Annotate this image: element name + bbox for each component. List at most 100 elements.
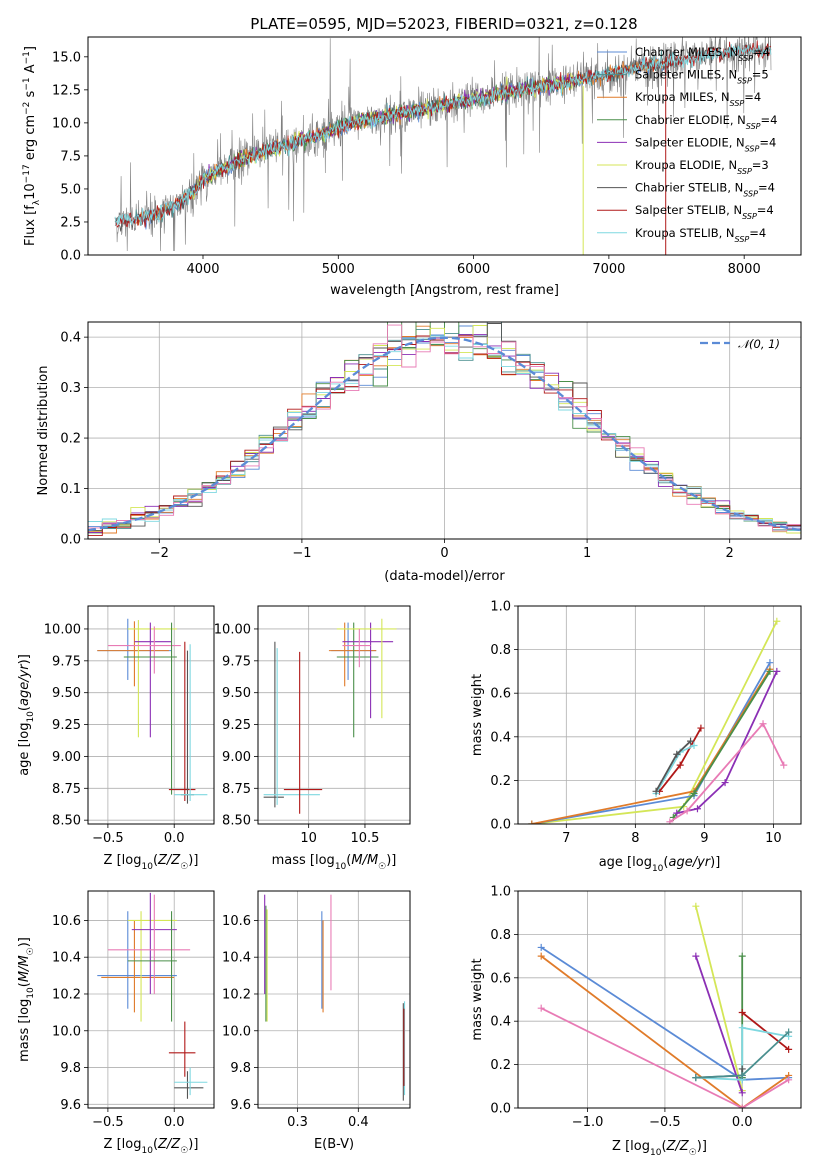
weight-line — [658, 727, 702, 792]
z-mass-ylabel: mass [log10(M/M☉)] — [17, 937, 36, 1062]
errorbar-point-7 — [174, 1071, 204, 1099]
weight-series-3 — [669, 667, 774, 821]
z-mass-ytick-label: 10.0 — [52, 1024, 81, 1039]
weight-series-5 — [666, 720, 788, 824]
weight-marker — [690, 789, 698, 797]
errorbar-point-5 — [127, 911, 177, 1022]
spec-ytick-label: 10.0 — [52, 116, 81, 131]
weight-marker — [785, 1045, 793, 1053]
age-weight-xtick-label: 9 — [700, 831, 708, 846]
weight-marker — [528, 820, 536, 824]
weight-marker — [721, 779, 729, 787]
z-age-xtick-label: −0.5 — [92, 831, 124, 846]
res-ytick-label: 0.4 — [60, 331, 81, 346]
legend-entry-1: Salpeter MILES, NSSP=5 — [635, 68, 769, 86]
res-ytick-label: 0.3 — [60, 381, 81, 396]
res-xtick-label: 1 — [583, 546, 591, 561]
weight-series-1 — [537, 952, 793, 1108]
errorbar-point-7 — [336, 618, 397, 719]
legend-entry-0: Chabrier MILES, NSSP=4 — [635, 45, 770, 63]
spec-xtick-label: 8000 — [728, 262, 761, 277]
z-mass-ytick-label: 10.6 — [52, 914, 81, 929]
weight-marker — [738, 1089, 746, 1097]
spec-ytick-label: 5.0 — [60, 182, 81, 197]
z-mass-ytick-label: 10.4 — [52, 951, 81, 966]
z-age-ytick-label: 8.75 — [52, 782, 81, 797]
age-weight-ytick-label: 0.2 — [490, 774, 511, 789]
z-weight-panel: −1.0 −0.5 0.0 0.0 0.2 0.4 0.6 0.8 1.0 Z [log10(Z/… — [470, 885, 802, 1158]
errorbar-point-3 — [134, 622, 172, 738]
res-xtick-label: 2 — [726, 546, 734, 561]
z-mass-ytick-label: 9.6 — [60, 1098, 81, 1113]
weight-marker — [683, 807, 691, 815]
errorbar-point-8 — [174, 1067, 208, 1096]
z-weight-xlabel: Z [log10(Z/Z☉)] — [612, 1139, 707, 1158]
spectrum-panel: 4000 5000 6000 7000 8000 0.0 2.5 5.0 7.5 10.0 12.5… — [22, 36, 802, 298]
mass-age-ytick-label: 9.75 — [222, 654, 251, 669]
weight-marker — [693, 805, 701, 813]
spec-ytick-label: 7.5 — [60, 149, 81, 164]
z-age-frame — [87, 605, 215, 825]
weight-marker — [687, 737, 695, 745]
weight-marker — [738, 1071, 746, 1079]
weight-series-2 — [537, 1004, 793, 1108]
z-age-ylabel: age [log10(age/yr)] — [17, 654, 36, 776]
age-weight-xtick-label: 7 — [562, 831, 570, 846]
ebv-mass-xtick-label: 0.3 — [287, 1115, 308, 1130]
z-weight-ytick-label: 0.2 — [490, 1058, 511, 1073]
weight-marker — [738, 1009, 746, 1017]
weight-marker — [676, 761, 684, 769]
errorbar-point-2 — [127, 911, 177, 1022]
gaussian-curve — [87, 336, 802, 532]
z-weight-ytick-label: 0.8 — [490, 928, 511, 943]
z-mass-ytick-label: 9.8 — [60, 1061, 81, 1076]
ebv-mass-frame — [257, 890, 411, 1109]
weight-marker — [785, 1028, 793, 1036]
res-xtick-label: −1 — [292, 546, 311, 561]
mass-age-ytick-label: 8.75 — [222, 782, 251, 797]
z-age-panel: −0.5 0.0 8.50 8.75 9.00 9.25 9.50 9.75 10.00 Z [l… — [17, 605, 215, 872]
errorbar-point-2 — [127, 620, 177, 738]
ebv-mass-panel: 0.3 0.4 9.6 9.8 10.0 10.2 10.4 10.6 E(B-V) — [222, 890, 411, 1152]
legend-entry-5: Kroupa ELODIE, NSSP=3 — [635, 158, 769, 176]
weight-marker — [785, 1076, 793, 1084]
weight-line — [531, 668, 771, 824]
z-weight-xtick-label: 0.0 — [732, 1115, 753, 1130]
errorbar-point-8 — [342, 628, 371, 668]
weight-marker — [773, 667, 781, 675]
model-line-3 — [189, 74, 582, 196]
spec-xtick-label: 7000 — [592, 262, 625, 277]
res-xtick-label: 0 — [440, 546, 448, 561]
errorbar-point-7 — [180, 650, 195, 804]
histogram-9 — [88, 324, 801, 534]
weight-marker — [692, 1074, 700, 1082]
mass-age-ytick-label: 8.50 — [222, 814, 251, 829]
weight-marker — [673, 750, 681, 758]
z-age-ytick-label: 9.50 — [52, 686, 81, 701]
z-age-xlabel: Z [log10(Z/Z☉)] — [104, 853, 199, 872]
z-weight-ytick-label: 0.6 — [490, 971, 511, 986]
weight-marker — [537, 952, 545, 960]
weight-marker — [738, 1104, 746, 1108]
spec-xtick-label: 4000 — [186, 262, 219, 277]
errorbar-point-5 — [336, 622, 379, 738]
weight-line — [695, 1026, 789, 1081]
errorbar-point-6 — [168, 641, 196, 802]
age-weight-ytick-label: 0.6 — [490, 687, 511, 702]
weight-line — [540, 1007, 790, 1108]
weight-series-7 — [652, 742, 698, 797]
weight-marker — [773, 617, 781, 625]
age-weight-xtick-label: 8 — [631, 831, 639, 846]
weight-line — [655, 744, 695, 794]
z-weight-xtick-label: −1.0 — [572, 1115, 604, 1130]
errorbar-point-1 — [97, 621, 169, 687]
z-age-ytick-label: 8.50 — [52, 814, 81, 829]
mass-age-ytick-label: 10.00 — [214, 622, 251, 637]
ebv-mass-ytick-label: 10.6 — [222, 914, 251, 929]
z-weight-frame — [517, 890, 802, 1109]
ebv-mass-ytick-label: 9.6 — [230, 1098, 251, 1113]
ebv-mass-xlabel: E(B-V) — [314, 1137, 354, 1152]
age-weight-ylabel: mass weight — [470, 674, 485, 756]
residuals-ylabel: Normed distribution — [36, 366, 51, 496]
ebv-mass-xtick-label: 0.4 — [348, 1115, 369, 1130]
